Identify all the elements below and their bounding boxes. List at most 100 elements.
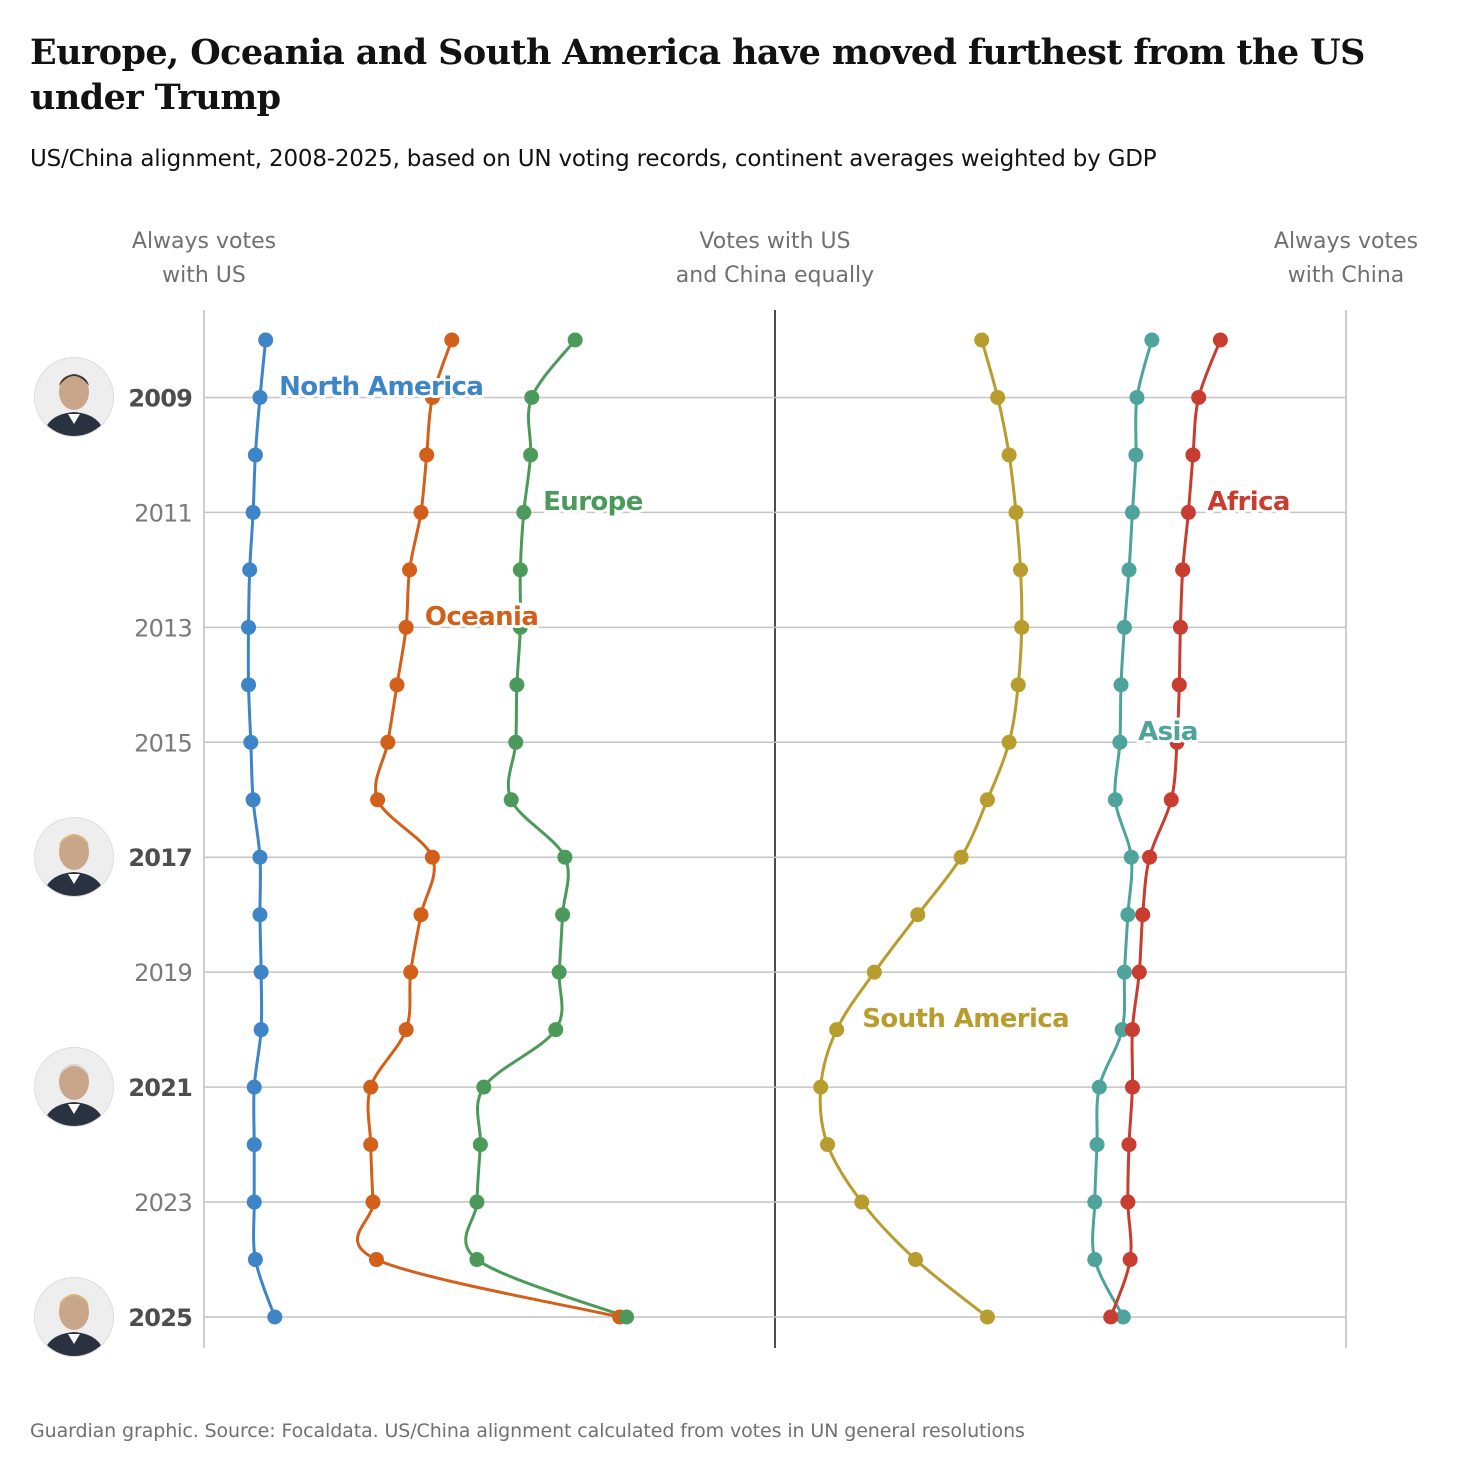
portrait-figure [35,358,113,437]
point-south-america-2013 [1014,619,1030,635]
point-africa-2010 [1185,447,1201,463]
line-south-america [818,338,1024,1319]
point-asia-2013 [1116,619,1132,635]
point-africa-2015 [1169,734,1185,750]
year-label-2023: 2023 [134,1189,192,1217]
point-north-america-2024 [247,1252,263,1268]
trump-portrait-icon [34,1277,114,1357]
point-africa-2016 [1163,792,1179,808]
axis-labels: Always votes with US Votes with US and Chin… [132,229,1418,288]
point-europe-2015 [508,734,524,750]
x-label-china-line: Always votes [1274,229,1418,254]
point-europe-2023 [469,1194,485,1210]
point-oceania-2015 [380,734,396,750]
point-south-america-2019 [866,964,882,980]
point-north-america-2025 [267,1309,283,1325]
point-south-america-2017 [953,849,969,865]
label-africa: Africa [1207,487,1290,517]
x-label-equal-line: and China equally [676,263,874,288]
alignment-chart: Always votes with US Votes with US and Chin… [128,229,1418,1348]
point-europe-2021 [476,1079,492,1095]
point-africa-2011 [1180,504,1196,520]
point-south-america-2025 [979,1309,995,1325]
point-asia-2019 [1116,964,1132,980]
chart-title: Europe, Oceania and South America have m… [30,32,1365,118]
point-north-america-2015 [243,734,259,750]
point-north-america-2009 [252,389,268,405]
point-asia-2008 [1144,332,1160,348]
year-label-2021: 2021 [128,1074,192,1102]
point-africa-2014 [1171,677,1187,693]
year-label-2013: 2013 [134,614,192,642]
point-oceania-2018 [413,907,429,923]
point-north-america-2012 [242,562,258,578]
point-asia-2017 [1123,849,1139,865]
point-north-america-2023 [246,1194,262,1210]
year-label-2015: 2015 [134,729,192,757]
point-north-america-2019 [253,964,269,980]
point-oceania-2010 [419,447,435,463]
point-oceania-2009 [424,389,440,405]
biden-portrait-icon [34,1047,114,1128]
point-oceania-2022 [363,1137,379,1153]
label-europe: Europe [543,487,643,517]
portrait-figure [35,1048,113,1127]
series-points [241,332,1228,1325]
point-oceania-2014 [389,677,405,693]
point-europe-2024 [469,1252,485,1268]
trump-portrait-icon [34,817,114,898]
point-south-america-2023 [854,1194,870,1210]
point-oceania-2008 [444,332,460,348]
point-europe-2020 [548,1022,564,1038]
point-europe-2025 [619,1309,635,1325]
label-south-america: South America [862,1004,1069,1034]
point-europe-2017 [557,849,573,865]
portrait-figure [35,1278,113,1356]
point-asia-2011 [1124,504,1140,520]
line-north-america [246,338,277,1319]
point-europe-2010 [523,447,539,463]
point-asia-2015 [1112,734,1128,750]
x-label-us: Always votes with US [132,229,276,288]
point-south-america-2018 [910,907,926,923]
point-south-america-2008 [974,332,990,348]
point-north-america-2018 [252,907,268,923]
point-africa-2018 [1135,907,1151,923]
x-label-us-line: Always votes [132,229,276,254]
x-label-china-line: with China [1288,263,1405,288]
point-africa-2008 [1212,332,1228,348]
point-south-america-2024 [907,1252,923,1268]
point-africa-2012 [1175,562,1191,578]
point-europe-2013 [512,619,528,635]
label-oceania: Oceania [425,602,538,632]
series-labels: North America Europe Oceania Asia Africa Sout… [276,369,1293,1037]
point-europe-2018 [555,907,571,923]
point-south-america-2020 [829,1022,845,1038]
label-north-america: North America [279,372,483,402]
year-label-2009: 2009 [128,384,192,412]
point-europe-2016 [503,792,519,808]
grid [203,310,1347,1348]
point-asia-2022 [1089,1137,1105,1153]
x-label-equal: Votes with US and China equally [676,229,874,288]
point-asia-2010 [1128,447,1144,463]
point-europe-2022 [472,1137,488,1153]
point-north-america-2022 [246,1137,262,1153]
point-asia-2014 [1113,677,1129,693]
point-south-america-2011 [1008,504,1024,520]
point-europe-2012 [512,562,528,578]
point-europe-2011 [516,504,532,520]
point-oceania-2020 [398,1022,414,1038]
point-asia-2012 [1121,562,1137,578]
point-oceania-2017 [424,849,440,865]
point-south-america-2022 [820,1137,836,1153]
point-asia-2024 [1087,1252,1103,1268]
point-south-america-2012 [1013,562,1029,578]
x-label-equal-line: Votes with US [699,229,850,254]
point-africa-2019 [1131,964,1147,980]
line-asia [1091,338,1154,1319]
point-north-america-2013 [241,619,257,635]
point-oceania-2011 [413,504,429,520]
label-asia: Asia [1138,717,1198,747]
year-label-2017: 2017 [128,844,192,872]
